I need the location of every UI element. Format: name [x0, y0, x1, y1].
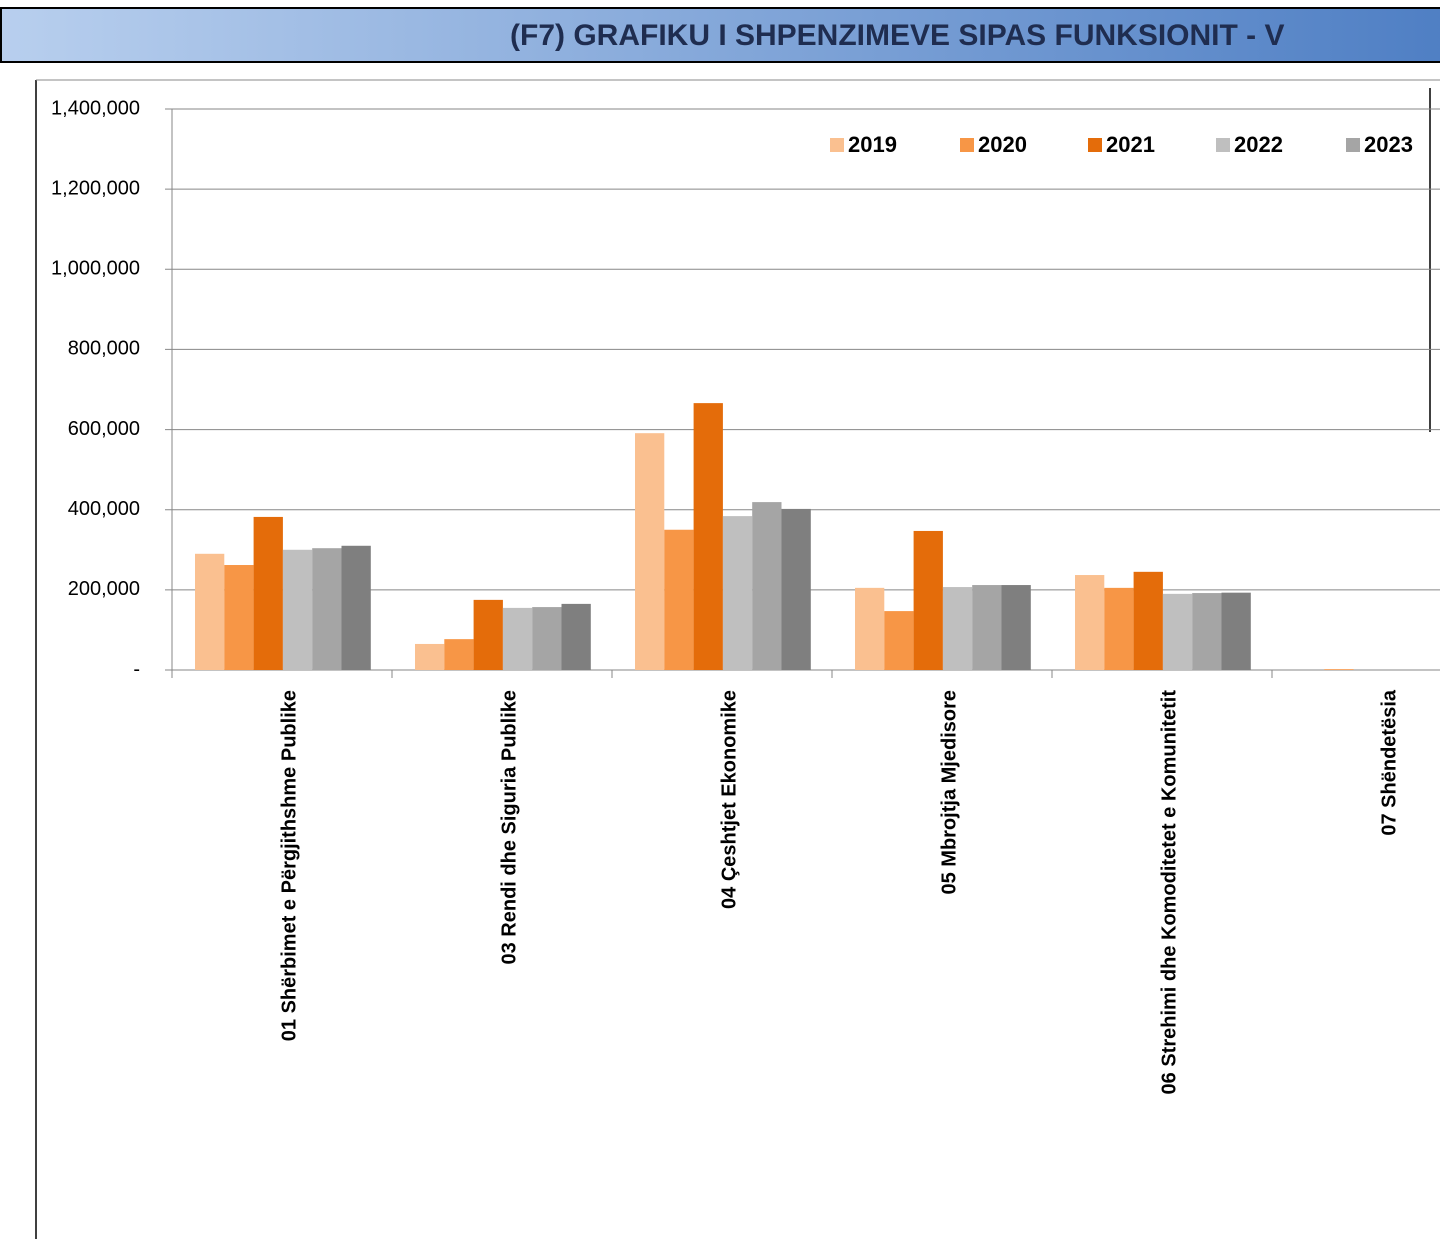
- y-tick-label: 400,000: [68, 498, 140, 520]
- bar: [312, 548, 342, 670]
- bar: [473, 599, 503, 670]
- bar: [752, 502, 782, 670]
- bar: [502, 607, 533, 670]
- bar: [341, 545, 371, 670]
- bar: [664, 529, 694, 670]
- y-tick-label: 800,000: [68, 338, 140, 360]
- y-tick-label: 200,000: [68, 578, 140, 600]
- bar: [415, 643, 445, 670]
- y-tick-label: 1,000,000: [51, 258, 140, 280]
- legend-swatch: [960, 138, 974, 152]
- legend-label: 2023: [1364, 132, 1413, 157]
- x-tick-label: 01 Shërbimet e Përgjithshme Publike: [278, 690, 300, 1041]
- bar: [635, 433, 665, 670]
- legend-swatch: [1346, 138, 1360, 152]
- legend-swatch: [1088, 138, 1102, 152]
- bar: [1104, 587, 1134, 670]
- bar: [1324, 669, 1354, 670]
- legend-swatch: [1216, 138, 1230, 152]
- legend-label: 2019: [848, 132, 897, 157]
- y-tick-label: 1,200,000: [51, 177, 140, 199]
- chart-title: (F7) GRAFIKU I SHPENZIMEVE SIPAS FUNKSIO…: [510, 19, 1285, 52]
- bar: [1075, 575, 1105, 670]
- bar: [942, 587, 973, 670]
- bar: [722, 516, 753, 670]
- bar: [781, 508, 811, 670]
- y-tick-label: 1,400,000: [51, 97, 140, 119]
- bar: [195, 553, 225, 670]
- bar: [972, 585, 1002, 670]
- bar: [1162, 593, 1193, 670]
- bar: [855, 587, 885, 670]
- x-tick-label: 07 Shëndetësia: [1378, 689, 1400, 836]
- legend-label: 2021: [1106, 132, 1155, 157]
- bar: [1133, 571, 1163, 670]
- x-tick-label: 04 Çeshtjet Ekonomike: [718, 690, 740, 909]
- bar: [1221, 592, 1251, 670]
- bar: [444, 639, 474, 670]
- legend-label: 2022: [1234, 132, 1283, 157]
- bar: [1192, 593, 1222, 670]
- bar: [913, 530, 943, 670]
- bar: [532, 607, 562, 670]
- y-tick-label: 600,000: [68, 418, 140, 440]
- header-bar: [0, 7, 1440, 63]
- y-tick-label: -: [133, 658, 140, 680]
- bar: [1001, 585, 1031, 670]
- x-tick-label: 05 Mbrojtja Mjedisore: [938, 690, 960, 895]
- bar: [224, 565, 254, 670]
- bar: [693, 403, 723, 670]
- x-tick-label: 06 Strehimi dhe Komoditetet e Komuniteti…: [1158, 690, 1180, 1095]
- bar: [253, 516, 283, 670]
- bar: [884, 611, 914, 670]
- bar: [561, 603, 591, 670]
- legend-swatch: [830, 138, 844, 152]
- x-tick-label: 03 Rendi dhe Siguria Publike: [498, 690, 520, 965]
- legend-label: 2020: [978, 132, 1027, 157]
- bar: [282, 549, 313, 670]
